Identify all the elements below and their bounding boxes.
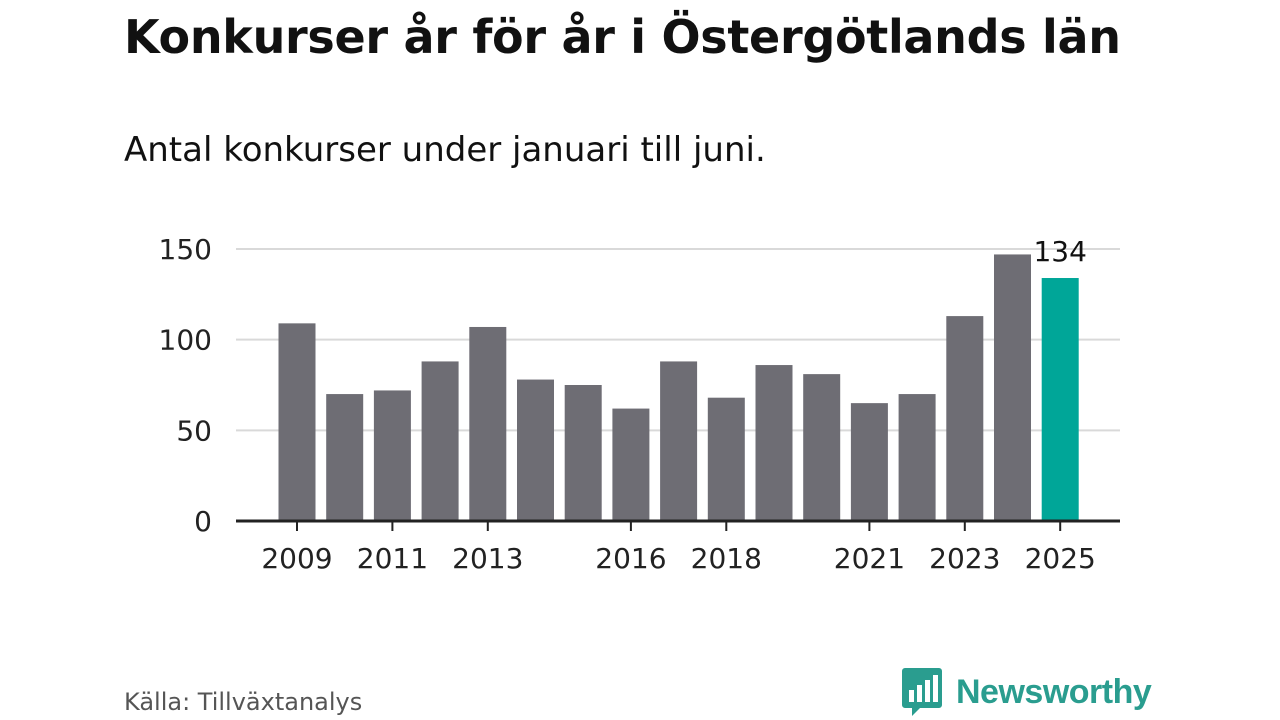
- bar-2024: [994, 254, 1031, 521]
- data-labels: 134: [1033, 235, 1086, 268]
- x-tick-label: 2018: [691, 542, 762, 575]
- bar-2009: [278, 323, 316, 521]
- bar-2021: [850, 403, 888, 521]
- bar-2010: [326, 394, 364, 521]
- y-tick-label: 100: [159, 324, 212, 357]
- bar-2025: [1041, 278, 1079, 521]
- y-tick-label: 0: [194, 505, 212, 538]
- x-axis-ticks: 2009 2011 2013 2016 2018 2021 2023 2025: [261, 521, 1096, 575]
- bar-2014: [517, 379, 554, 521]
- brand-logo: Newsworthy: [902, 668, 1152, 716]
- chart-title: Konkurser år för år i Östergötlands län: [124, 10, 1121, 64]
- y-tick-label: 150: [159, 233, 212, 266]
- chart-subtitle: Antal konkurser under januari till juni.: [124, 130, 766, 170]
- y-tick-label: 50: [176, 414, 212, 447]
- x-tick-label: 2011: [357, 542, 428, 575]
- x-tick-label: 2021: [834, 542, 905, 575]
- x-tick-label: 2009: [261, 542, 332, 575]
- bar-2020: [803, 374, 841, 521]
- x-tick-label: 2025: [1025, 542, 1096, 575]
- source-note: Källa: Tillväxtanalys: [124, 688, 363, 716]
- newsworthy-logo-icon: [902, 668, 942, 716]
- y-axis-ticks: 0 50 100 150: [159, 233, 212, 538]
- x-tick-label: 2023: [929, 542, 1000, 575]
- bar-2018: [707, 397, 745, 521]
- bars: [278, 254, 1079, 521]
- bar-2013: [469, 326, 507, 521]
- x-tick-label: 2016: [595, 542, 666, 575]
- bar-2015: [564, 385, 602, 521]
- bar-2017: [660, 361, 698, 521]
- bar-2022: [898, 394, 936, 521]
- bar-2023: [946, 316, 984, 521]
- bar-2012: [421, 361, 459, 521]
- x-tick-label: 2013: [452, 542, 523, 575]
- bar-2016: [612, 408, 650, 521]
- bar-2019: [755, 365, 793, 521]
- brand-name: Newsworthy: [956, 672, 1152, 711]
- data-label-2025: 134: [1033, 235, 1086, 268]
- bar-2011: [373, 390, 411, 521]
